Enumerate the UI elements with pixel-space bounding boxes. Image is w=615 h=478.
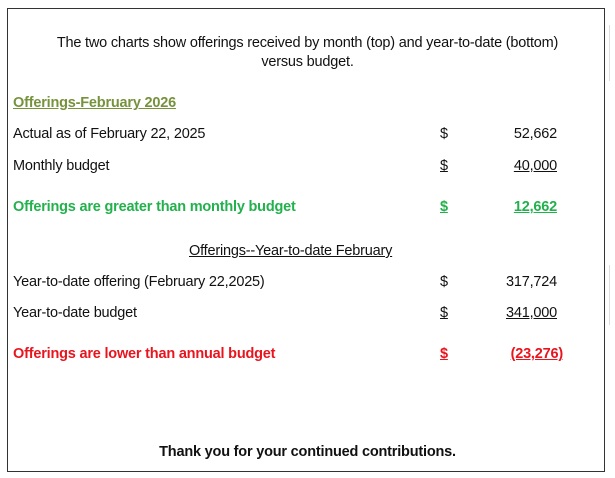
document-frame	[7, 8, 605, 472]
monthly-heading: Offerings-February 2026	[13, 95, 177, 111]
monthly-difference-label: Offerings are greater than monthly budge…	[13, 199, 296, 215]
ytd-budget-value: 341,000	[505, 305, 557, 321]
monthly-budget-value: 40,000	[513, 158, 557, 174]
monthly-actual-currency: $	[440, 126, 448, 142]
thank-you-footer: Thank you for your continued contributio…	[159, 444, 456, 460]
ytd-actual-label: Year-to-date offering (February 22,2025)	[13, 274, 265, 290]
ytd-difference-currency: $	[440, 346, 448, 362]
ytd-difference-label: Offerings are lower than annual budget	[13, 346, 276, 362]
monthly-budget-label: Monthly budget	[13, 158, 110, 174]
ytd-actual-currency: $	[440, 274, 448, 290]
monthly-difference-value: 12,662	[513, 199, 557, 215]
edge-line	[609, 25, 610, 81]
monthly-budget-currency: $	[440, 158, 448, 174]
ytd-difference-value: (23,276)	[510, 346, 564, 362]
ytd-actual-value: 317,724	[505, 274, 557, 290]
intro-line-1: The two charts show offerings received b…	[56, 35, 559, 51]
edge-line	[609, 265, 610, 325]
monthly-difference-currency: $	[440, 199, 448, 215]
intro-line-2: versus budget.	[261, 54, 354, 70]
monthly-actual-value: 52,662	[513, 126, 557, 142]
ytd-budget-label: Year-to-date budget	[13, 305, 137, 321]
ytd-heading: Offerings--Year-to-date February	[189, 243, 393, 259]
monthly-actual-label: Actual as of February 22, 2025	[13, 126, 206, 142]
ytd-budget-currency: $	[440, 305, 448, 321]
